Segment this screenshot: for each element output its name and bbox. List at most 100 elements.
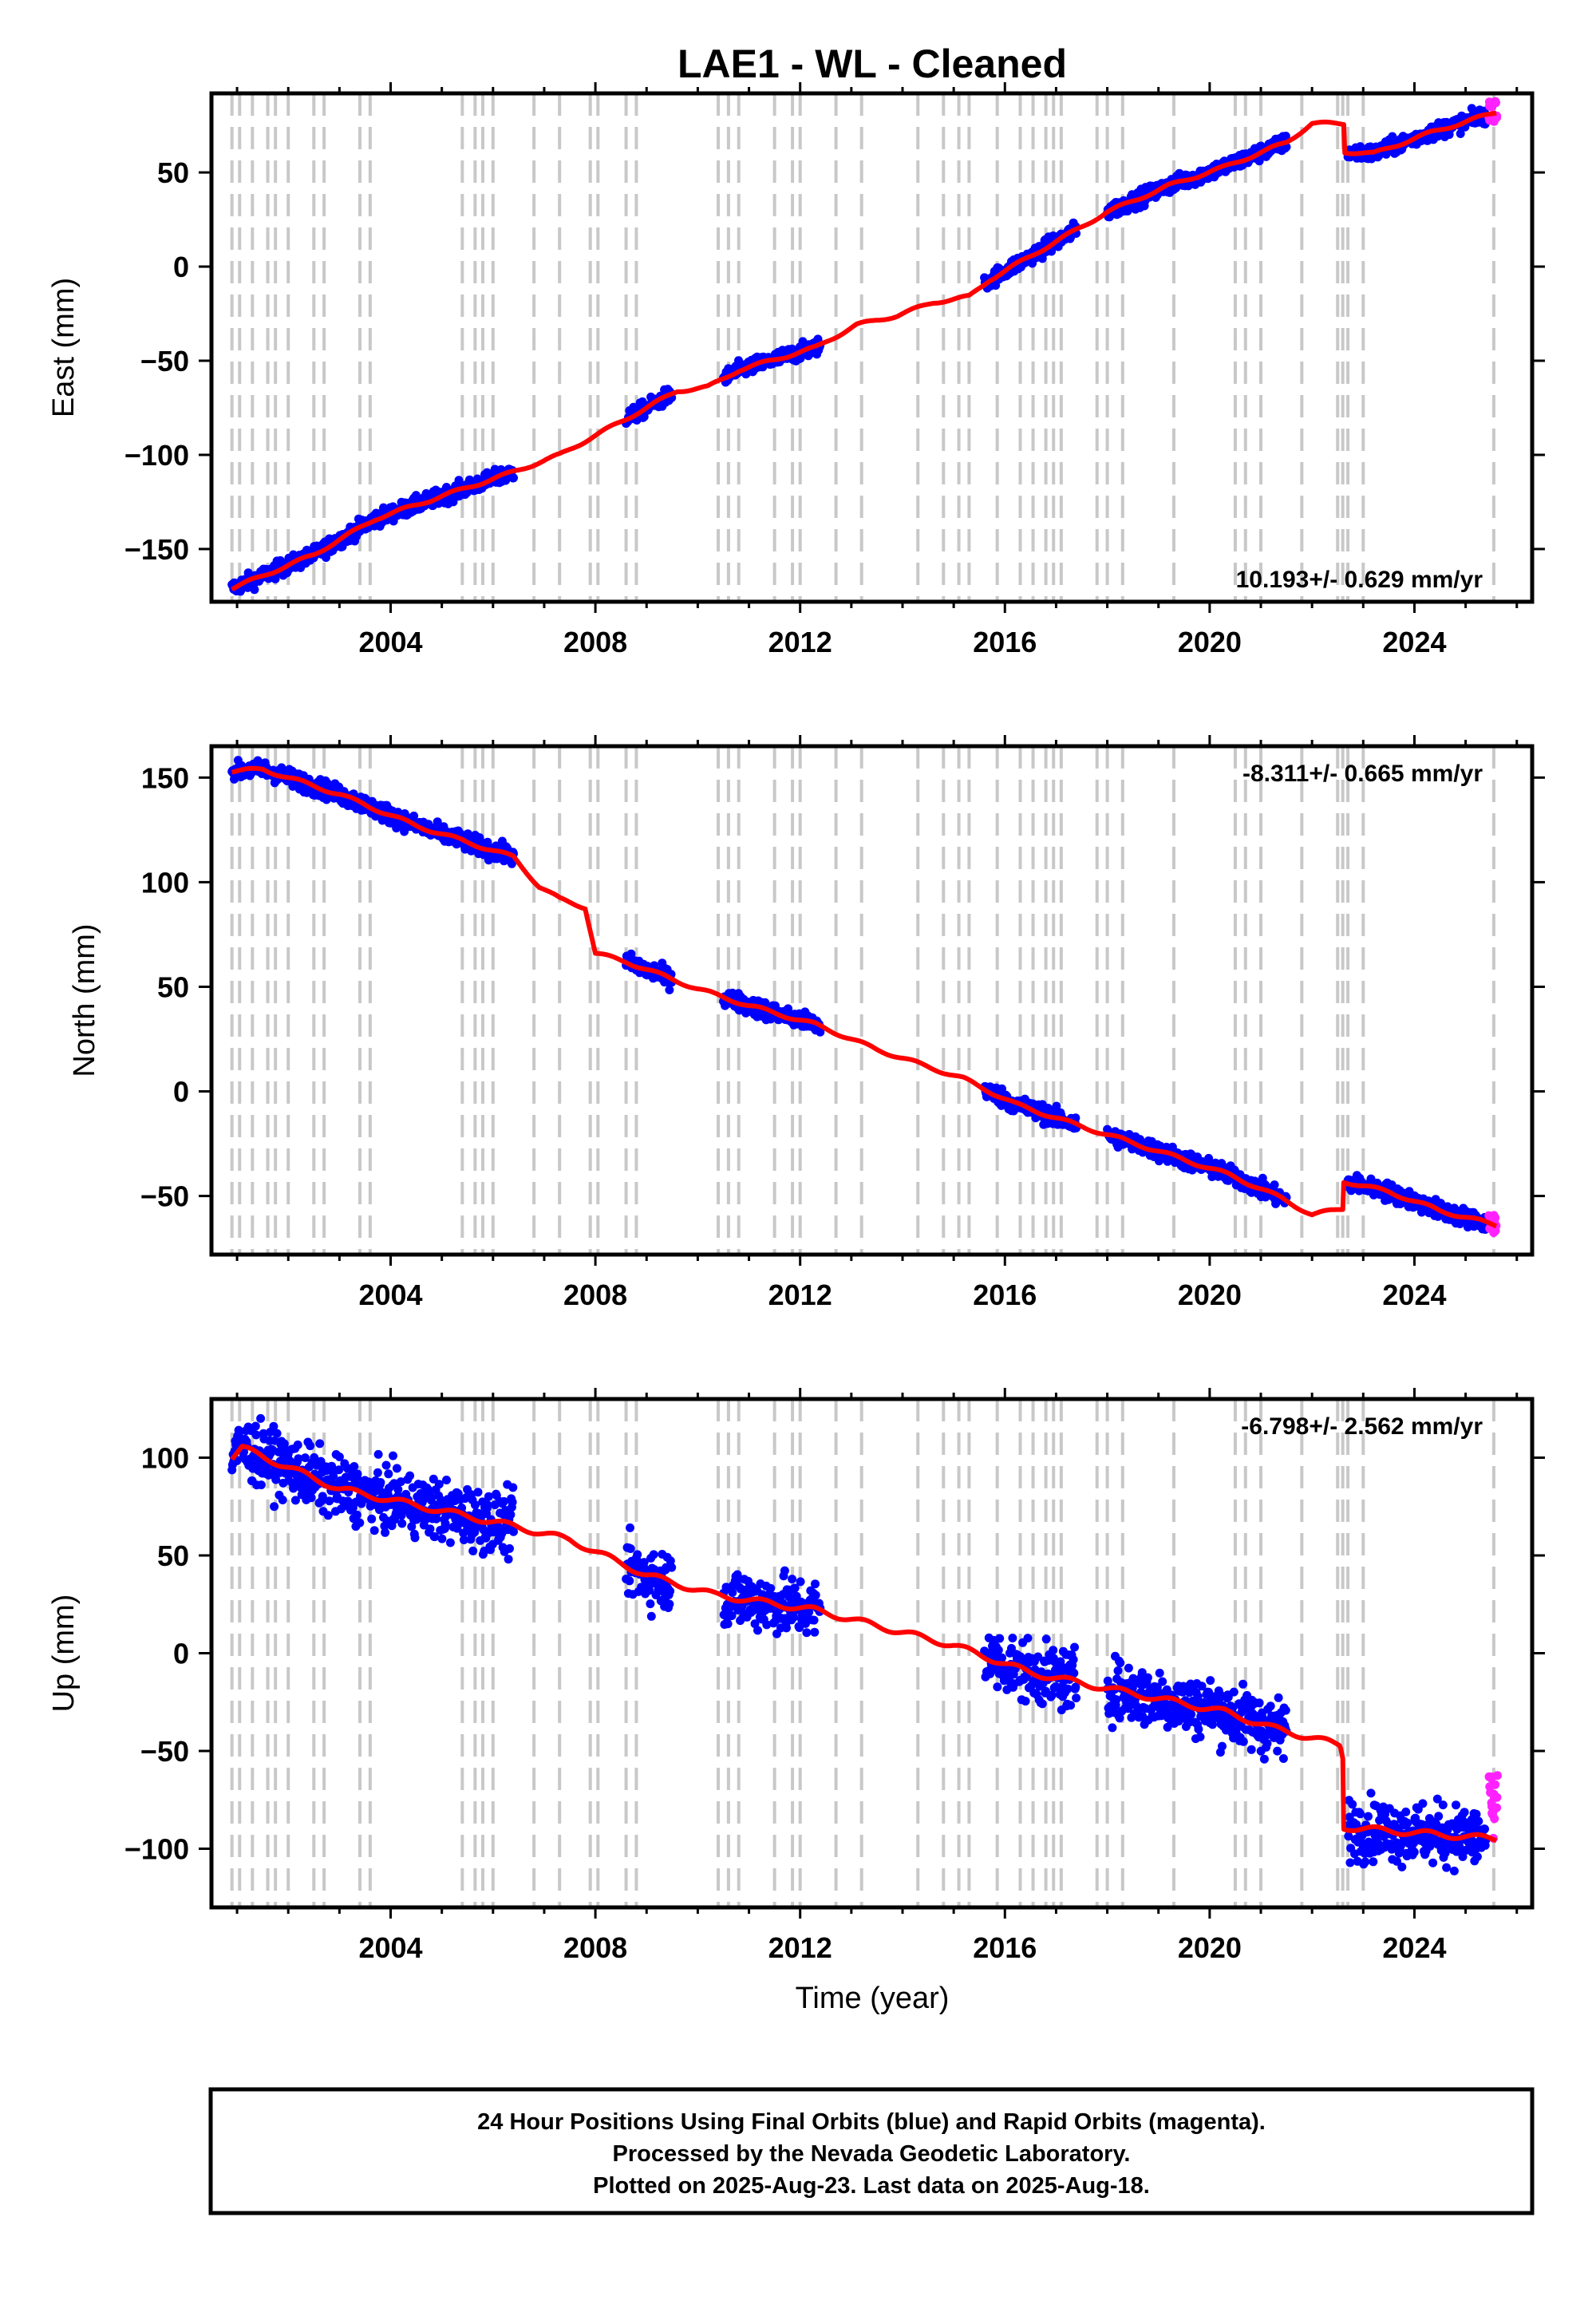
data-point-final xyxy=(1218,1741,1227,1751)
data-point-final xyxy=(766,1583,776,1593)
data-point-final xyxy=(506,1510,516,1520)
data-point-final xyxy=(665,1599,674,1609)
y-axis-label-east: East (mm) xyxy=(47,278,81,417)
data-point-final xyxy=(468,1546,478,1555)
data-point-rapid xyxy=(1487,1808,1497,1818)
y-tick-label: 0 xyxy=(173,1076,189,1109)
data-point-final xyxy=(1021,1697,1030,1706)
data-point-final xyxy=(392,1464,401,1473)
data-point-final xyxy=(393,1484,403,1494)
data-point-final xyxy=(367,1514,377,1524)
data-point-final xyxy=(649,1550,658,1559)
data-point-final xyxy=(445,1538,455,1547)
y-tick-label: −50 xyxy=(140,345,189,377)
data-point-final xyxy=(373,1449,383,1459)
plot-area-up xyxy=(227,1399,1502,1907)
data-point-final xyxy=(626,1523,634,1532)
data-point-final xyxy=(1356,1809,1365,1819)
data-point-final xyxy=(1388,132,1397,141)
x-tick-label: 2016 xyxy=(973,626,1037,658)
data-point-rapid xyxy=(1484,1211,1494,1220)
x-tick-label: 2020 xyxy=(1178,1279,1242,1311)
y-tick-label: 50 xyxy=(157,970,189,1003)
y-tick-label: 0 xyxy=(173,251,189,283)
data-point-final xyxy=(633,1550,642,1559)
x-tick-label: 2024 xyxy=(1382,1279,1446,1311)
data-point-rapid xyxy=(1491,97,1500,106)
y-tick-label: −50 xyxy=(140,1180,189,1213)
data-point-final xyxy=(646,1599,655,1609)
data-point-final xyxy=(410,1533,420,1543)
data-point-final xyxy=(625,1576,634,1586)
data-point-final xyxy=(1041,1634,1051,1644)
data-point-final xyxy=(509,473,518,483)
data-point-final xyxy=(1266,1701,1275,1711)
data-point-final xyxy=(250,585,259,595)
data-point-final xyxy=(1108,1723,1117,1733)
data-point-final xyxy=(251,1430,261,1440)
panels: 2004 2008 2012 2016 2020 2024−150−100−50050Ea… xyxy=(47,82,1545,1964)
data-point-final xyxy=(1238,1737,1248,1746)
data-point-final xyxy=(369,1526,379,1535)
data-point-final xyxy=(784,1004,793,1014)
data-point-final xyxy=(646,1611,656,1621)
x-tick-label: 2016 xyxy=(973,1279,1037,1311)
data-point-final xyxy=(306,1441,315,1451)
panel-east: 2004 2008 2012 2016 2020 2024−150−100−50050Ea… xyxy=(47,82,1545,658)
y-tick-label: 100 xyxy=(141,1442,189,1475)
y-axis-label-north: North (mm) xyxy=(68,923,101,1077)
y-tick-label: 50 xyxy=(157,156,189,189)
data-point-final xyxy=(626,1544,635,1553)
data-point-final xyxy=(1116,1658,1125,1668)
data-point-final xyxy=(666,1587,675,1596)
data-point-final xyxy=(1438,1800,1448,1810)
y-tick-label: −100 xyxy=(124,439,189,472)
x-tick-label: 2004 xyxy=(358,1279,422,1311)
data-point-final xyxy=(1143,1673,1152,1682)
y-tick-label: −150 xyxy=(124,533,189,566)
rate-label-east: 10.193+/- 0.629 mm/yr xyxy=(1236,567,1483,593)
x-tick-label: 2012 xyxy=(768,626,832,658)
plot-area-north xyxy=(227,746,1501,1255)
data-point-final xyxy=(1072,1694,1081,1703)
data-point-final xyxy=(1474,1816,1483,1826)
data-point-final xyxy=(1361,1857,1370,1867)
data-point-final xyxy=(1442,1863,1452,1872)
data-point-final xyxy=(1428,1858,1438,1867)
x-tick-label: 2012 xyxy=(768,1931,832,1964)
data-point-final xyxy=(373,1468,382,1477)
data-point-final xyxy=(1278,1754,1288,1763)
x-tick-label: 2004 xyxy=(358,1931,422,1964)
data-point-final xyxy=(1069,1655,1078,1664)
x-tick-label: 2020 xyxy=(1178,1931,1242,1964)
data-point-final xyxy=(271,575,280,583)
x-axis-label: Time (year) xyxy=(796,1982,950,2015)
data-point-final xyxy=(626,949,636,958)
data-point-final xyxy=(376,1478,385,1487)
data-point-final xyxy=(384,1469,393,1479)
data-point-final xyxy=(397,1519,407,1528)
y-tick-label: 0 xyxy=(173,1638,189,1670)
data-point-final xyxy=(1254,1698,1264,1708)
data-point-final xyxy=(1369,1857,1378,1867)
data-point-final xyxy=(350,1462,359,1471)
data-point-final xyxy=(1049,1646,1058,1655)
x-tick-label: 2020 xyxy=(1178,626,1242,658)
figure-title: LAE1 - WL - Cleaned xyxy=(678,41,1067,86)
x-tick-label: 2012 xyxy=(768,1279,832,1311)
data-point-final xyxy=(1052,1101,1061,1111)
data-point-final xyxy=(1418,1799,1428,1808)
data-point-final xyxy=(425,1524,435,1534)
data-point-final xyxy=(1070,1642,1079,1652)
data-point-final xyxy=(1246,1745,1256,1754)
data-point-final xyxy=(782,1623,791,1633)
data-point-final xyxy=(272,1429,282,1438)
data-point-final xyxy=(1066,1701,1076,1710)
data-point-final xyxy=(1262,1739,1272,1749)
data-point-final xyxy=(1452,1800,1460,1810)
data-point-final xyxy=(993,1682,1002,1692)
data-point-final xyxy=(665,985,674,994)
data-point-final xyxy=(256,1413,266,1423)
data-point-final xyxy=(315,1439,325,1448)
